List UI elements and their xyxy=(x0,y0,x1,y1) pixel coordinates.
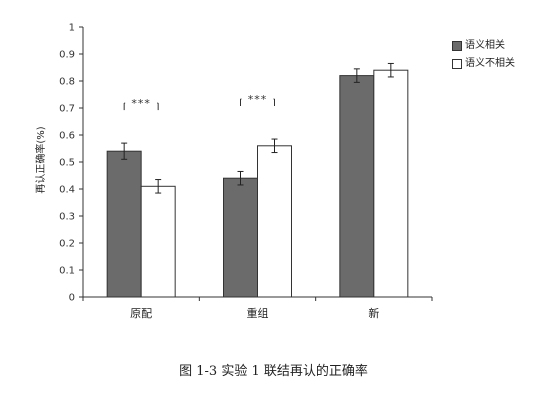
bar xyxy=(223,177,258,298)
y-axis: 0 0.1 0.2 0.3 0.4 0.5 0.6 0.7 0.8 0.9 1 xyxy=(59,23,84,304)
y-tick-label: 0.6 xyxy=(59,131,75,142)
significance-label: *** xyxy=(248,93,268,106)
x-tick-label: 原配 xyxy=(130,307,152,320)
bar xyxy=(257,145,292,298)
legend-label-series-2: 语义不相关 xyxy=(465,58,515,69)
y-tick-label: 1 xyxy=(69,23,75,34)
y-tick-label: 0.2 xyxy=(59,239,75,250)
x-axis: 原配 重组 新 xyxy=(82,296,433,320)
significance-markers: *** *** xyxy=(123,93,275,111)
figure-caption: 图 1-3 实验 1 联结再认的正确率 xyxy=(179,364,368,379)
y-axis-title: 再认正确率(%) xyxy=(34,126,47,193)
y-tick-label: 0.4 xyxy=(59,185,75,196)
bar xyxy=(373,69,409,298)
bar xyxy=(339,75,375,298)
bar xyxy=(140,185,176,298)
legend-item-series-2: 语义不相关 xyxy=(452,55,515,73)
y-tick-label: 0.3 xyxy=(59,212,75,223)
bar xyxy=(106,150,142,298)
error-bars xyxy=(121,62,394,194)
legend-item-series-1: 语义相关 xyxy=(452,37,515,55)
x-tick-label: 重组 xyxy=(247,306,269,320)
y-tick-label: 0.1 xyxy=(59,266,75,277)
significance-label: *** xyxy=(131,97,151,110)
y-tick-label: 0.9 xyxy=(59,50,75,61)
x-tick-label: 新 xyxy=(368,306,379,320)
y-tick-label: 0.7 xyxy=(59,104,75,115)
y-tick-label: 0.8 xyxy=(59,77,75,88)
legend: 语义相关 语义不相关 xyxy=(452,37,515,73)
y-tick-label: 0 xyxy=(69,293,75,304)
legend-swatch-series-1 xyxy=(452,41,462,51)
legend-swatch-series-2 xyxy=(452,59,462,69)
legend-label-series-1: 语义相关 xyxy=(465,40,505,51)
bars xyxy=(106,69,409,298)
y-tick-label: 0.5 xyxy=(59,158,75,169)
